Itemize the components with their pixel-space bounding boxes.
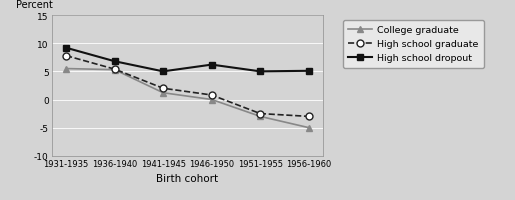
X-axis label: Birth cohort: Birth cohort [157, 173, 218, 183]
Text: Percent: Percent [16, 0, 53, 10]
Legend: College graduate, High school graduate, High school dropout: College graduate, High school graduate, … [342, 21, 484, 68]
